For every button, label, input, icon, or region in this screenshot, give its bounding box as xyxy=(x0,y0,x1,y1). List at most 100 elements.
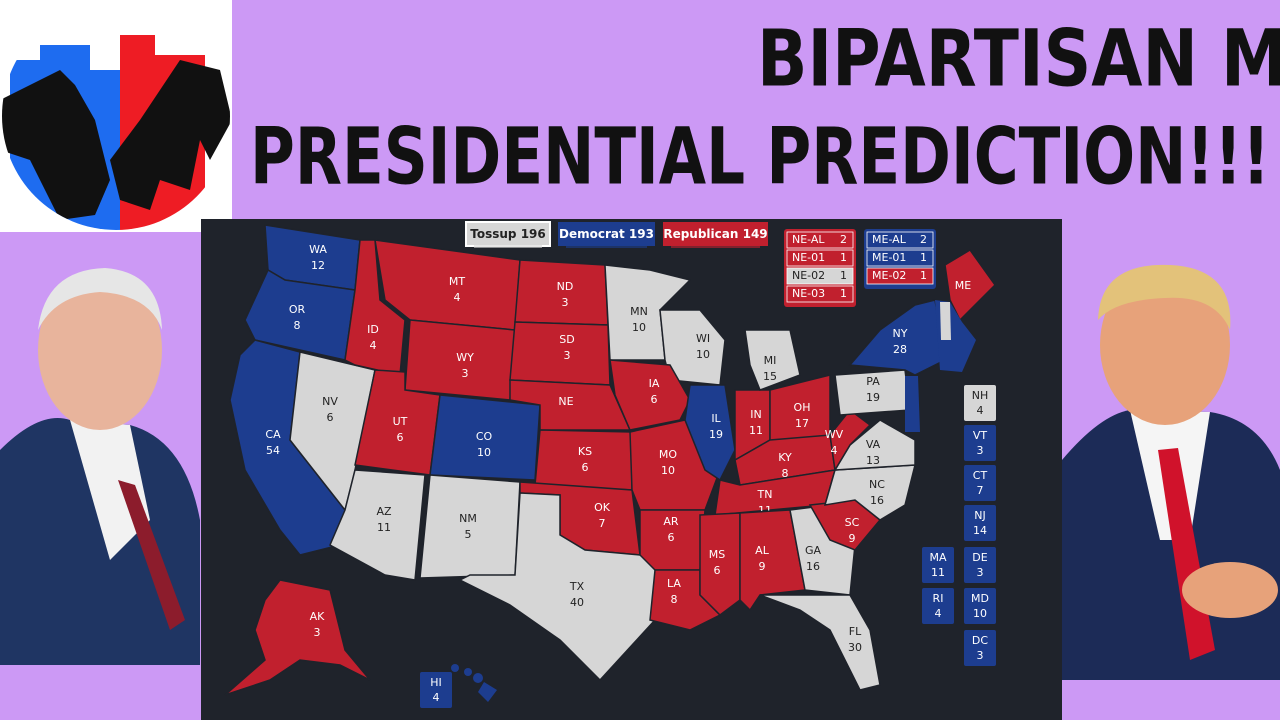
state-abbr: MO xyxy=(659,448,677,461)
state-ev: 3 xyxy=(977,649,984,662)
state-ev: 3 xyxy=(977,566,984,579)
state-ev: 15 xyxy=(763,370,777,383)
state-ev: 10 xyxy=(477,446,491,459)
state-abbr: KY xyxy=(778,451,792,464)
total-bar xyxy=(566,244,647,248)
state-shape xyxy=(458,492,661,682)
total-badge xyxy=(663,222,768,246)
total-badge xyxy=(558,222,655,246)
total-name: Democrat xyxy=(559,227,625,241)
state-shape xyxy=(329,469,426,581)
state-shape xyxy=(759,594,881,691)
total-badge xyxy=(465,221,551,247)
district-ev: 1 xyxy=(920,269,927,282)
state-ev: 6 xyxy=(714,564,721,577)
new-england-detail xyxy=(905,300,976,432)
state-ev: 11 xyxy=(377,521,391,534)
district-box xyxy=(786,285,854,303)
total-value: 196 xyxy=(521,227,546,241)
state-ev: 11 xyxy=(931,566,945,579)
state-abbr: NJ xyxy=(974,509,985,522)
state-abbr: OK xyxy=(594,501,611,514)
total-value: 193 xyxy=(629,227,654,241)
state-abbr: NC xyxy=(869,478,885,491)
state-shape xyxy=(944,249,996,322)
state-abbr: IA xyxy=(649,377,660,390)
state-abbr: IN xyxy=(750,408,761,421)
state-abbr: NY xyxy=(893,327,908,340)
district-ev: 1 xyxy=(840,269,847,282)
right-portrait xyxy=(1062,264,1280,680)
state-abbr: WA xyxy=(309,243,327,256)
small-state-box xyxy=(964,547,996,583)
district-ev: 2 xyxy=(920,233,927,246)
state-abbr: VT xyxy=(973,429,988,442)
state-ev: 13 xyxy=(866,454,880,467)
state-ev: 28 xyxy=(893,343,907,356)
small-state-box xyxy=(964,505,996,541)
state-abbr: OR xyxy=(289,303,306,316)
state-abbr: MA xyxy=(929,551,946,564)
total-bar xyxy=(671,244,760,248)
state-ev: 16 xyxy=(806,560,820,573)
small-state-box xyxy=(964,385,996,421)
state-ev: 8 xyxy=(782,467,789,480)
state-abbr: WI xyxy=(696,332,710,345)
district-ev: 1 xyxy=(840,251,847,264)
district-box xyxy=(786,249,854,267)
state-ev: 10 xyxy=(973,607,987,620)
state-ev: 16 xyxy=(870,494,884,507)
state-abbr: IL xyxy=(711,412,721,425)
state-abbr: MS xyxy=(709,548,725,561)
total-label: Tossup 196 xyxy=(470,227,546,241)
state-ev: 4 xyxy=(370,339,377,352)
state-abbr: RI xyxy=(933,592,944,605)
hawaii xyxy=(451,664,497,702)
district-label: ME-AL xyxy=(872,233,907,246)
district-label: NE-02 xyxy=(792,269,825,282)
state-abbr: TN xyxy=(757,488,773,501)
state-abbr: SC xyxy=(845,516,860,529)
total-value: 149 xyxy=(743,227,768,241)
state-shape xyxy=(509,321,611,386)
district-label: NE-03 xyxy=(792,287,825,300)
state-ev: 6 xyxy=(668,531,675,544)
state-ev: 4 xyxy=(977,404,984,417)
total-name: Republican xyxy=(663,227,738,241)
state-ev: 5 xyxy=(465,528,472,541)
state-ev: 6 xyxy=(327,411,334,424)
district-ev: 2 xyxy=(840,233,847,246)
overlay: NH4VT3CT7NJ14DE3MD10DC3MA11RI4HI4Tossup … xyxy=(420,221,996,708)
state-abbr: MN xyxy=(630,305,648,318)
title-line: BIPARTISAN MAY 2024 xyxy=(757,14,1280,104)
district-box xyxy=(786,267,854,285)
small-state-box xyxy=(420,672,452,708)
state-abbr: ME xyxy=(955,279,971,292)
state-ev: 7 xyxy=(599,517,606,530)
state-ev: 19 xyxy=(866,391,880,404)
small-state-box xyxy=(964,425,996,461)
state-abbr: VA xyxy=(866,438,881,451)
state-ev: 10 xyxy=(661,464,675,477)
small-state-box xyxy=(922,588,954,624)
state-abbr: PA xyxy=(866,375,880,388)
total-label: Republican 149 xyxy=(663,227,767,241)
state-abbr: MI xyxy=(764,354,777,367)
state-ev: 14 xyxy=(973,524,987,537)
state-abbr: CA xyxy=(265,428,281,441)
state-ev: 40 xyxy=(570,596,584,609)
state-ev: 3 xyxy=(314,626,321,639)
state-abbr: WV xyxy=(825,428,844,441)
state-abbr: SD xyxy=(559,333,574,346)
state-shape xyxy=(744,329,801,391)
state-ev: 7 xyxy=(977,484,984,497)
state-abbr: ND xyxy=(557,280,574,293)
district-box xyxy=(866,231,934,249)
state-ev: 4 xyxy=(935,607,942,620)
total-label: Democrat 193 xyxy=(559,227,654,241)
state-ev: 3 xyxy=(977,444,984,457)
state-ev: 8 xyxy=(671,593,678,606)
